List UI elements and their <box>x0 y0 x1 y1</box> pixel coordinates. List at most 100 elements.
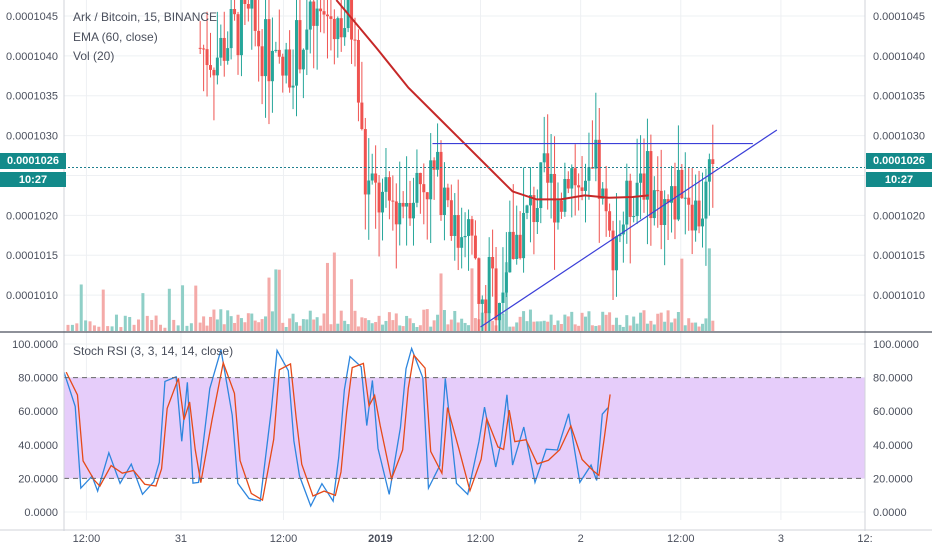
candle-body <box>704 181 708 219</box>
volume-bar <box>515 322 519 331</box>
volume-bar <box>350 279 354 331</box>
ema-legend[interactable]: EMA (60, close) <box>73 30 158 44</box>
volume-bar <box>212 309 216 331</box>
candle-body <box>405 203 409 207</box>
stoch-axis-label-left: 80.0000 <box>18 373 58 385</box>
candle-body <box>401 202 405 207</box>
candle-body <box>449 200 453 236</box>
volume-bar <box>556 320 560 331</box>
volume-bar <box>185 325 189 331</box>
volume-bar <box>563 314 567 331</box>
candle-body <box>391 200 395 202</box>
candle-body <box>432 160 436 170</box>
candle-body <box>587 167 591 181</box>
candle-body <box>559 200 563 212</box>
volume-bar <box>460 318 464 331</box>
candle-body <box>518 234 522 259</box>
volume-bar <box>697 326 701 331</box>
volume-bar <box>243 322 247 331</box>
candle-body <box>504 272 508 293</box>
volume-bar <box>387 312 391 331</box>
candle-body <box>491 256 495 269</box>
volume-bar <box>374 322 378 331</box>
price-axis-label-left: 0.0001035 <box>6 91 58 103</box>
candle-body <box>511 231 515 259</box>
volume-bar <box>614 317 618 331</box>
volume-bar <box>518 316 522 331</box>
candle-body <box>487 256 491 314</box>
vol-legend[interactable]: Vol (20) <box>73 49 115 63</box>
volume-bar <box>539 321 543 331</box>
candle-body <box>611 230 615 271</box>
volume-bar <box>322 313 326 331</box>
volume-bar <box>642 310 646 331</box>
candle-body <box>683 197 687 199</box>
volume-bar <box>150 319 154 331</box>
candle-body <box>553 173 557 223</box>
volume-bar <box>79 284 83 331</box>
volume-bar <box>570 311 574 331</box>
volume-bar <box>408 318 412 331</box>
volume-bar <box>370 323 374 331</box>
candle-body <box>267 19 271 82</box>
time-axis-label: 2019 <box>368 533 392 545</box>
candle-body <box>642 173 646 200</box>
ema-series-line <box>335 0 649 201</box>
candle-body <box>336 18 340 40</box>
volume-bar <box>553 324 557 331</box>
volume-bar <box>394 313 398 331</box>
volume-bar <box>336 323 340 331</box>
candle-body <box>442 187 446 216</box>
candle-body <box>515 234 519 259</box>
volume-bar <box>573 324 577 331</box>
stoch-legend[interactable]: Stoch RSI (3, 3, 14, 14, close) <box>73 344 234 358</box>
candle-body <box>319 8 323 12</box>
candle-body <box>312 1 316 26</box>
price-axis-label-left: 0.0001010 <box>6 290 58 302</box>
volume-bar <box>123 315 127 331</box>
stoch-axis-label-right: 100.0000 <box>873 339 919 351</box>
candle-body <box>233 8 237 15</box>
volume-bar <box>467 325 471 331</box>
volume-bar <box>189 323 193 331</box>
candle-body <box>484 299 488 314</box>
volume-bar <box>707 248 711 331</box>
volume-bar <box>132 324 136 331</box>
candle-body <box>687 197 691 205</box>
candle-body <box>377 182 381 213</box>
price-axis-label-right: 0.0001030 <box>873 131 925 143</box>
candle-body <box>535 208 539 223</box>
candle-body <box>425 192 429 200</box>
volume-bar <box>346 324 350 331</box>
candle-body <box>329 16 333 19</box>
volume-bar <box>700 323 704 331</box>
volume-bar <box>566 316 570 331</box>
candle-body <box>584 180 588 191</box>
time-axis-label: 2 <box>578 533 584 545</box>
candle-body <box>480 299 484 304</box>
volume-bar <box>632 316 636 331</box>
volume-bar <box>391 320 395 331</box>
volume-bar <box>106 326 110 331</box>
candle-body <box>673 186 677 220</box>
volume-bar <box>683 325 687 331</box>
volume-bar <box>281 322 285 331</box>
volume-bar <box>250 313 254 331</box>
trendlines <box>432 129 778 328</box>
candle-body <box>315 8 319 26</box>
candle-body <box>305 29 309 50</box>
candle-body <box>580 187 584 191</box>
volume-bar <box>439 273 443 331</box>
candle-body <box>573 168 577 186</box>
candle-body <box>508 231 512 273</box>
volume-bar <box>525 321 529 331</box>
volume-bar <box>546 321 550 331</box>
volume-bar <box>704 318 708 331</box>
volume-bar <box>236 314 240 331</box>
volume-bar <box>312 319 316 331</box>
symbol-legend[interactable]: Ark / Bitcoin, 15, BINANCE <box>73 10 218 24</box>
price-axis-label-right: 0.0001020 <box>873 210 925 222</box>
volume-bar <box>676 312 680 331</box>
time-axis-label: 3 <box>778 533 784 545</box>
